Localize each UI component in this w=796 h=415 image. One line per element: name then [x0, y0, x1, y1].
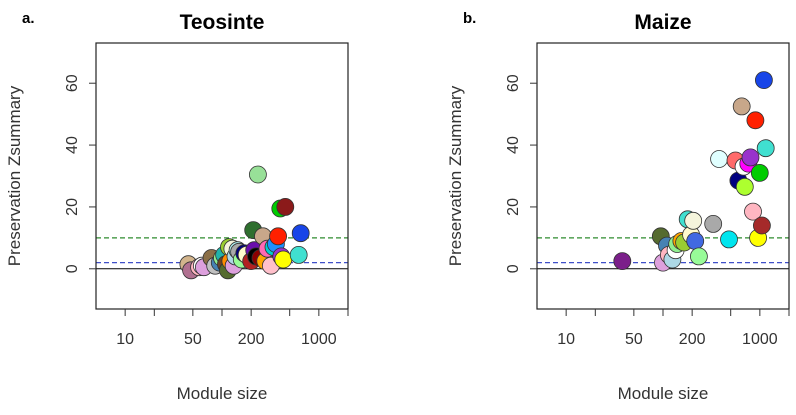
- data-point: [289, 245, 308, 264]
- y-tick-label: 0: [505, 264, 522, 273]
- x-tick-label: 1000: [742, 331, 778, 348]
- y-axis-label: Preservation Zsummary: [446, 85, 465, 266]
- data-point: [744, 202, 762, 221]
- y-axis-label: Preservation Zsummary: [5, 85, 24, 266]
- data-point: [752, 216, 771, 235]
- x-tick-label: 200: [679, 331, 706, 348]
- data-point: [754, 71, 773, 89]
- data-points: [179, 165, 310, 280]
- x-axis-label: Module size: [618, 384, 709, 403]
- maize-panel: b. Maize 10 50 200 1000 0 20 40 60 Module size…: [446, 10, 790, 403]
- data-point: [613, 252, 632, 271]
- x-axis: 10 50 200 1000: [116, 309, 349, 348]
- x-tick-label: 1000: [301, 331, 337, 348]
- x-tick-label: 200: [238, 331, 265, 348]
- data-point: [248, 165, 267, 184]
- y-tick-label: 20: [64, 198, 81, 216]
- panel-label: a.: [22, 10, 35, 27]
- data-point: [274, 250, 293, 269]
- y-axis: 0 20 40 60: [64, 74, 96, 273]
- data-point: [269, 227, 288, 246]
- data-point: [732, 97, 751, 116]
- x-tick-label: 50: [625, 331, 643, 348]
- teosinte-panel: a. Teosinte 10 50 200 1000 0 20 40 60 Module s…: [5, 10, 349, 403]
- x-tick-label: 10: [116, 331, 134, 348]
- data-point: [741, 148, 760, 167]
- x-axis: 10 50 200 1000: [557, 309, 790, 348]
- data-point: [704, 214, 723, 233]
- data-point: [276, 197, 295, 216]
- x-axis-label: Module size: [177, 384, 268, 403]
- y-axis: 0 20 40 60: [505, 74, 537, 273]
- data-point: [684, 211, 703, 230]
- data-point: [689, 247, 708, 266]
- y-tick-label: 60: [64, 74, 81, 92]
- y-tick-label: 20: [505, 198, 522, 216]
- data-point: [720, 230, 738, 249]
- data-point: [686, 232, 705, 250]
- chart-title: Teosinte: [180, 11, 265, 34]
- data-points: [613, 71, 775, 272]
- x-tick-label: 50: [184, 331, 202, 348]
- data-point: [735, 177, 754, 196]
- data-point: [291, 224, 310, 243]
- data-point: [710, 150, 729, 168]
- y-tick-label: 60: [505, 74, 522, 92]
- y-tick-label: 40: [64, 136, 81, 154]
- data-point: [756, 139, 775, 158]
- x-tick-label: 10: [557, 331, 575, 348]
- data-point: [746, 111, 765, 130]
- y-tick-label: 0: [64, 264, 81, 273]
- chart-title: Maize: [634, 11, 691, 34]
- y-tick-label: 40: [505, 136, 522, 154]
- panel-label: b.: [463, 10, 476, 27]
- data-point: [750, 163, 769, 182]
